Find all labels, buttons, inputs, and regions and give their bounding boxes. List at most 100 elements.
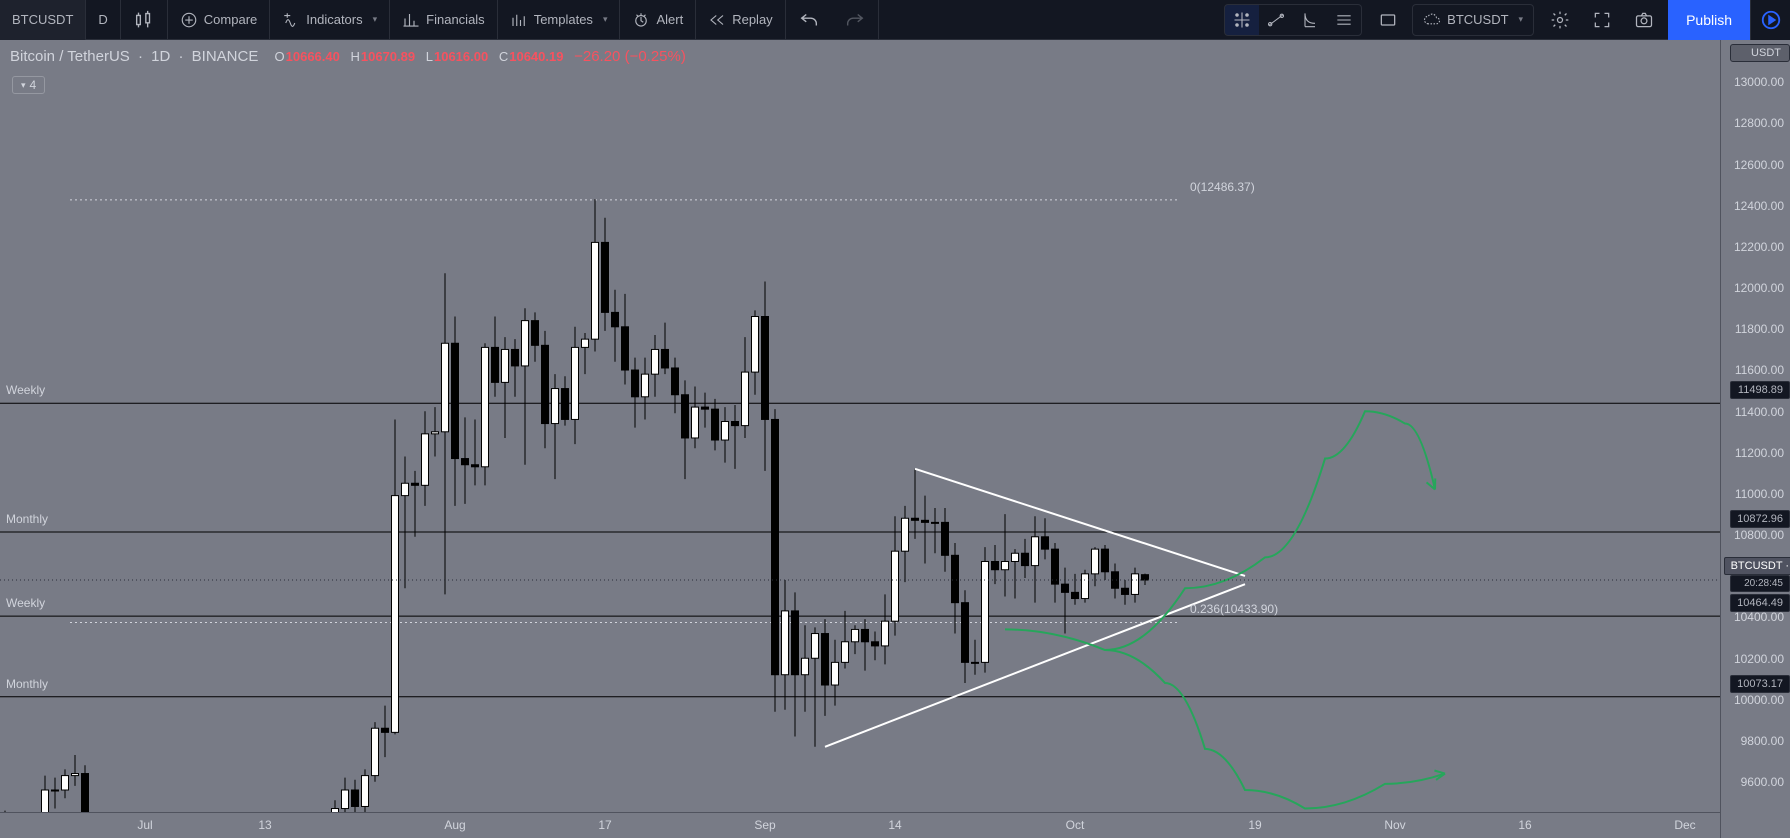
time-tick: Oct <box>1066 818 1085 832</box>
level-label: Weekly <box>6 596 45 610</box>
price-tick: 11400.00 <box>1729 403 1790 421</box>
chevron-down-icon: ▾ <box>603 14 608 25</box>
replay-icon <box>708 11 726 29</box>
quick-symbol-label: BTCUSDT <box>1447 12 1508 27</box>
price-tick: 11000.00 <box>1729 485 1790 503</box>
price-tick: 10000.00 <box>1728 691 1790 709</box>
compare-icon <box>180 11 198 29</box>
financials-label: Financials <box>426 12 485 27</box>
financials-button[interactable]: Financials <box>390 0 498 40</box>
ohlc-h: 10670.89 <box>361 49 415 64</box>
trend-tool-button[interactable] <box>1259 4 1293 36</box>
time-tick: Sep <box>754 818 775 832</box>
chart-legend: Bitcoin / TetherUS · 1D · BINANCE O10666… <box>10 48 686 65</box>
price-tick: 12200.00 <box>1728 238 1790 256</box>
time-tick: Nov <box>1384 818 1405 832</box>
time-tick: 14 <box>888 818 901 832</box>
level-label: Monthly <box>6 512 48 526</box>
legend-ohlc: O10666.40 H10670.89 L10616.00 C10640.19 <box>269 49 569 64</box>
price-mark: 11498.89 <box>1730 381 1790 399</box>
publish-button[interactable]: Publish <box>1668 0 1750 40</box>
chart-svg <box>0 40 1720 838</box>
price-tick: 13000.00 <box>1728 73 1790 91</box>
time-tick: Jul <box>137 818 152 832</box>
legend-exchange: BINANCE <box>192 48 259 65</box>
symbol-button[interactable]: BTCUSDT <box>0 0 86 40</box>
price-tick: 12400.00 <box>1728 197 1790 215</box>
fib-label: 0.236(10433.90) <box>1190 602 1278 616</box>
top-toolbar: BTCUSDT D Compare Indicators ▾ Financials… <box>0 0 1790 40</box>
alert-label: Alert <box>656 12 683 27</box>
indicators-collapse[interactable]: ▾4 <box>12 76 45 94</box>
time-tick: 16 <box>1518 818 1531 832</box>
chevron-down-icon: ▾ <box>373 14 378 25</box>
chart-pane[interactable]: Bitcoin / TetherUS · 1D · BINANCE O10666… <box>0 40 1720 838</box>
interval-button[interactable]: D <box>86 0 120 40</box>
time-tick: 17 <box>598 818 611 832</box>
legend-title: Bitcoin / TetherUS <box>10 48 130 65</box>
chart-main: Bitcoin / TetherUS · 1D · BINANCE O10666… <box>0 40 1790 838</box>
redo-icon <box>844 9 866 31</box>
fib-tool-button[interactable] <box>1293 4 1327 36</box>
compare-label: Compare <box>204 12 257 27</box>
compare-button[interactable]: Compare <box>168 0 270 40</box>
chevron-down-icon: ▾ <box>21 80 26 91</box>
price-tick: 9800.00 <box>1730 732 1790 750</box>
cross-tool-button[interactable] <box>1225 4 1259 36</box>
time-tick: 13 <box>258 818 271 832</box>
last-price-tag: BTCUSDT · 10640.19 <box>1724 557 1790 575</box>
trend-icon <box>1266 10 1286 30</box>
redo-button[interactable] <box>832 0 879 40</box>
lines-icon <box>1334 10 1354 30</box>
level-label: Weekly <box>6 383 45 397</box>
candles-style-button[interactable] <box>121 0 168 40</box>
templates-label: Templates <box>534 12 593 27</box>
quick-symbol-group[interactable]: BTCUSDT ▾ <box>1412 4 1534 36</box>
drawing-tools-group <box>1224 4 1362 36</box>
candles-icon <box>133 9 155 31</box>
play-icon <box>1760 9 1782 31</box>
ohlc-c: 10640.19 <box>509 49 563 64</box>
price-mark: 10464.49 <box>1730 594 1790 612</box>
symbol-label: BTCUSDT <box>12 12 73 27</box>
settings-button[interactable] <box>1542 2 1578 38</box>
play-button[interactable] <box>1750 0 1790 40</box>
price-tick: 12600.00 <box>1728 156 1790 174</box>
replay-button[interactable]: Replay <box>696 0 785 40</box>
price-tick: 12000.00 <box>1728 279 1790 297</box>
price-tick: 11800.00 <box>1729 320 1790 338</box>
legend-change: −26.20 (−0.25%) <box>574 48 686 65</box>
undo-icon <box>798 9 820 31</box>
price-tick: 10800.00 <box>1728 526 1790 544</box>
indicator-count: 4 <box>30 78 37 92</box>
legend-timeframe: 1D <box>151 48 170 65</box>
price-tick: 10200.00 <box>1728 650 1790 668</box>
alert-icon <box>632 11 650 29</box>
axis-unit-label: USDT <box>1751 47 1781 59</box>
axis-unit-button[interactable]: USDT <box>1730 44 1790 62</box>
indicators-button[interactable]: Indicators ▾ <box>270 0 390 40</box>
time-tick: Aug <box>444 818 465 832</box>
camera-icon <box>1634 10 1654 30</box>
templates-button[interactable]: Templates ▾ <box>498 0 621 40</box>
price-tick: 12800.00 <box>1728 114 1790 132</box>
undo-button[interactable] <box>786 0 832 40</box>
ohlc-o: 10666.40 <box>286 49 340 64</box>
ohlc-l: 10616.00 <box>434 49 488 64</box>
indicators-label: Indicators <box>306 12 362 27</box>
fullscreen-button[interactable] <box>1584 2 1620 38</box>
time-tick: 19 <box>1248 818 1261 832</box>
rect-tool-button[interactable] <box>1370 2 1406 38</box>
chevron-down-icon: ▾ <box>1519 14 1524 25</box>
publish-label: Publish <box>1686 12 1732 28</box>
fib-icon <box>1300 10 1320 30</box>
indicators-icon <box>282 11 300 29</box>
cloud-icon <box>1423 11 1441 29</box>
alert-button[interactable]: Alert <box>620 0 696 40</box>
time-axis[interactable]: Jul13Aug17Sep14Oct19Nov16Dec14 <box>0 812 1720 838</box>
price-axis[interactable]: USDT 13000.00 12800.00 12600.00 12400.00 122… <box>1720 40 1790 838</box>
snapshot-button[interactable] <box>1626 2 1662 38</box>
lines-tool-button[interactable] <box>1327 4 1361 36</box>
fib-label: 0(12486.37) <box>1190 180 1255 194</box>
time-tick: Dec <box>1674 818 1695 832</box>
